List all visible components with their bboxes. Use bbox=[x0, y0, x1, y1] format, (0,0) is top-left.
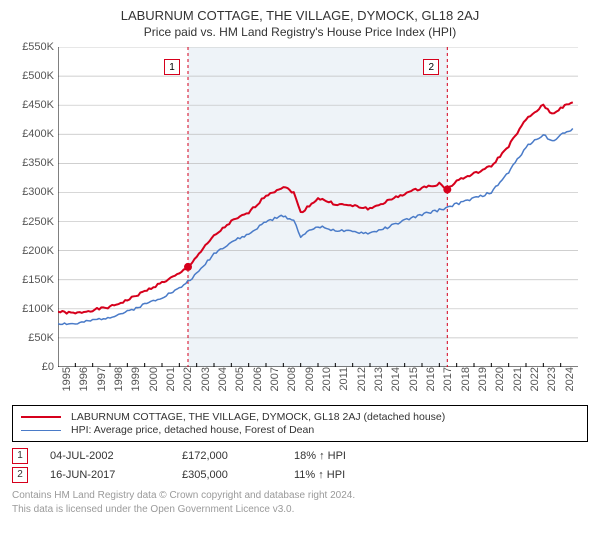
x-axis-label: 2016 bbox=[425, 367, 437, 391]
sale-row: 2 16-JUN-2017 £305,000 11% ↑ HPI bbox=[12, 467, 588, 483]
legend-label: HPI: Average price, detached house, Fore… bbox=[71, 424, 314, 436]
y-axis-label: £50K bbox=[28, 332, 54, 344]
sale-delta: 18% ↑ HPI bbox=[294, 450, 346, 462]
sale-date: 16-JUN-2017 bbox=[50, 469, 160, 481]
sale-price: £172,000 bbox=[182, 450, 272, 462]
x-axis-label: 2019 bbox=[477, 367, 489, 391]
x-axis-label: 2001 bbox=[165, 367, 177, 391]
sale-marker: 1 bbox=[12, 448, 28, 464]
x-axis-label: 2011 bbox=[338, 367, 350, 391]
sale-marker: 2 bbox=[12, 467, 28, 483]
sale-date: 04-JUL-2002 bbox=[50, 450, 160, 462]
sale-point bbox=[443, 186, 451, 194]
y-axis-label: £500K bbox=[22, 70, 54, 82]
legend-swatch bbox=[21, 430, 61, 431]
y-axis-label: £400K bbox=[22, 128, 54, 140]
x-axis-label: 2017 bbox=[442, 367, 454, 391]
x-axis-label: 2014 bbox=[390, 367, 402, 391]
legend-item: HPI: Average price, detached house, Fore… bbox=[21, 424, 579, 436]
x-axis-label: 1996 bbox=[78, 367, 90, 391]
x-axis-label: 1995 bbox=[61, 367, 73, 391]
x-axis-label: 2005 bbox=[234, 367, 246, 391]
legend: LABURNUM COTTAGE, THE VILLAGE, DYMOCK, G… bbox=[12, 405, 588, 442]
x-axis-label: 2004 bbox=[217, 367, 229, 391]
sale-price: £305,000 bbox=[182, 469, 272, 481]
x-axis-label: 2003 bbox=[200, 367, 212, 391]
x-axis-label: 1999 bbox=[130, 367, 142, 391]
x-axis-label: 2024 bbox=[564, 367, 576, 391]
y-axis-label: £550K bbox=[22, 41, 54, 53]
y-axis-label: £0 bbox=[42, 361, 54, 373]
x-axis-label: 2022 bbox=[529, 367, 541, 391]
y-axis-label: £350K bbox=[22, 157, 54, 169]
x-axis-label: 2006 bbox=[252, 367, 264, 391]
x-axis-label: 2009 bbox=[304, 367, 316, 391]
chart-subtitle: Price paid vs. HM Land Registry's House … bbox=[12, 25, 588, 39]
x-axis-label: 1997 bbox=[96, 367, 108, 391]
x-axis-label: 2000 bbox=[148, 367, 160, 391]
x-axis-label: 2020 bbox=[494, 367, 506, 391]
x-axis-label: 2012 bbox=[356, 367, 368, 391]
legend-item: LABURNUM COTTAGE, THE VILLAGE, DYMOCK, G… bbox=[21, 411, 579, 423]
legend-label: LABURNUM COTTAGE, THE VILLAGE, DYMOCK, G… bbox=[71, 411, 445, 423]
y-axis-label: £150K bbox=[22, 274, 54, 286]
legend-swatch bbox=[21, 416, 61, 418]
x-axis-label: 1998 bbox=[113, 367, 125, 391]
x-axis-label: 2007 bbox=[269, 367, 281, 391]
x-axis-label: 2015 bbox=[408, 367, 420, 391]
sale-marker: 1 bbox=[164, 59, 180, 75]
x-axis-label: 2021 bbox=[512, 367, 524, 391]
sale-row: 1 04-JUL-2002 £172,000 18% ↑ HPI bbox=[12, 448, 588, 464]
x-axis-label: 2023 bbox=[546, 367, 558, 391]
x-axis-label: 2002 bbox=[182, 367, 194, 391]
footer-attribution: Contains HM Land Registry data © Crown c… bbox=[12, 489, 588, 516]
sale-marker: 2 bbox=[423, 59, 439, 75]
sale-records: 1 04-JUL-2002 £172,000 18% ↑ HPI 2 16-JUN-201… bbox=[12, 448, 588, 483]
y-axis-label: £200K bbox=[22, 245, 54, 257]
x-axis-label: 2013 bbox=[373, 367, 385, 391]
chart-title: LABURNUM COTTAGE, THE VILLAGE, DYMOCK, G… bbox=[12, 8, 588, 23]
y-axis-label: £100K bbox=[22, 303, 54, 315]
sale-delta: 11% ↑ HPI bbox=[294, 469, 345, 481]
x-axis-label: 2008 bbox=[286, 367, 298, 391]
y-axis-label: £300K bbox=[22, 186, 54, 198]
footer-line: This data is licensed under the Open Gov… bbox=[12, 503, 588, 517]
x-axis-label: 2018 bbox=[460, 367, 472, 391]
y-axis-label: £450K bbox=[22, 99, 54, 111]
footer-line: Contains HM Land Registry data © Crown c… bbox=[12, 489, 588, 503]
sale-point bbox=[184, 263, 192, 271]
chart-area: £0£50K£100K£150K£200K£250K£300K£350K£400… bbox=[58, 47, 578, 367]
x-axis-label: 2010 bbox=[321, 367, 333, 391]
y-axis-label: £250K bbox=[22, 216, 54, 228]
